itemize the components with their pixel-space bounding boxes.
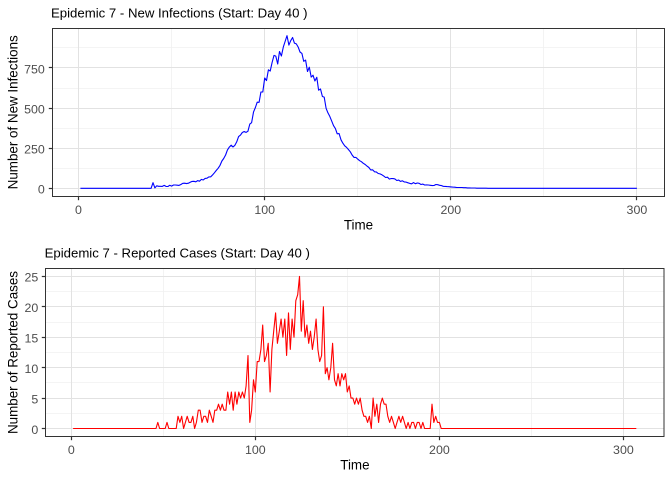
- svg-text:100: 100: [254, 203, 275, 217]
- svg-text:200: 200: [429, 443, 450, 457]
- svg-text:15: 15: [25, 332, 39, 346]
- svg-text:100: 100: [245, 443, 266, 457]
- svg-text:Number of New Infections: Number of New Infections: [6, 35, 21, 189]
- svg-text:25: 25: [25, 271, 39, 285]
- svg-text:Time: Time: [340, 458, 369, 473]
- svg-text:250: 250: [24, 143, 45, 157]
- svg-text:Epidemic 7 - Reported Cases (S: Epidemic 7 - Reported Cases (Start: Day …: [45, 246, 310, 261]
- svg-text:200: 200: [440, 203, 461, 217]
- svg-text:5: 5: [31, 392, 38, 406]
- svg-text:Time: Time: [344, 218, 373, 233]
- svg-text:0: 0: [31, 423, 38, 437]
- svg-text:0: 0: [75, 203, 82, 217]
- svg-text:500: 500: [24, 102, 45, 116]
- svg-text:300: 300: [627, 203, 648, 217]
- svg-text:10: 10: [25, 362, 39, 376]
- svg-text:20: 20: [25, 301, 39, 315]
- svg-text:750: 750: [24, 62, 45, 76]
- svg-text:Number of Reported Cases: Number of Reported Cases: [6, 271, 21, 434]
- svg-text:0: 0: [38, 183, 45, 197]
- svg-text:Epidemic 7 - New Infections (S: Epidemic 7 - New Infections (Start: Day …: [51, 6, 308, 21]
- svg-text:300: 300: [613, 443, 634, 457]
- svg-text:0: 0: [68, 443, 75, 457]
